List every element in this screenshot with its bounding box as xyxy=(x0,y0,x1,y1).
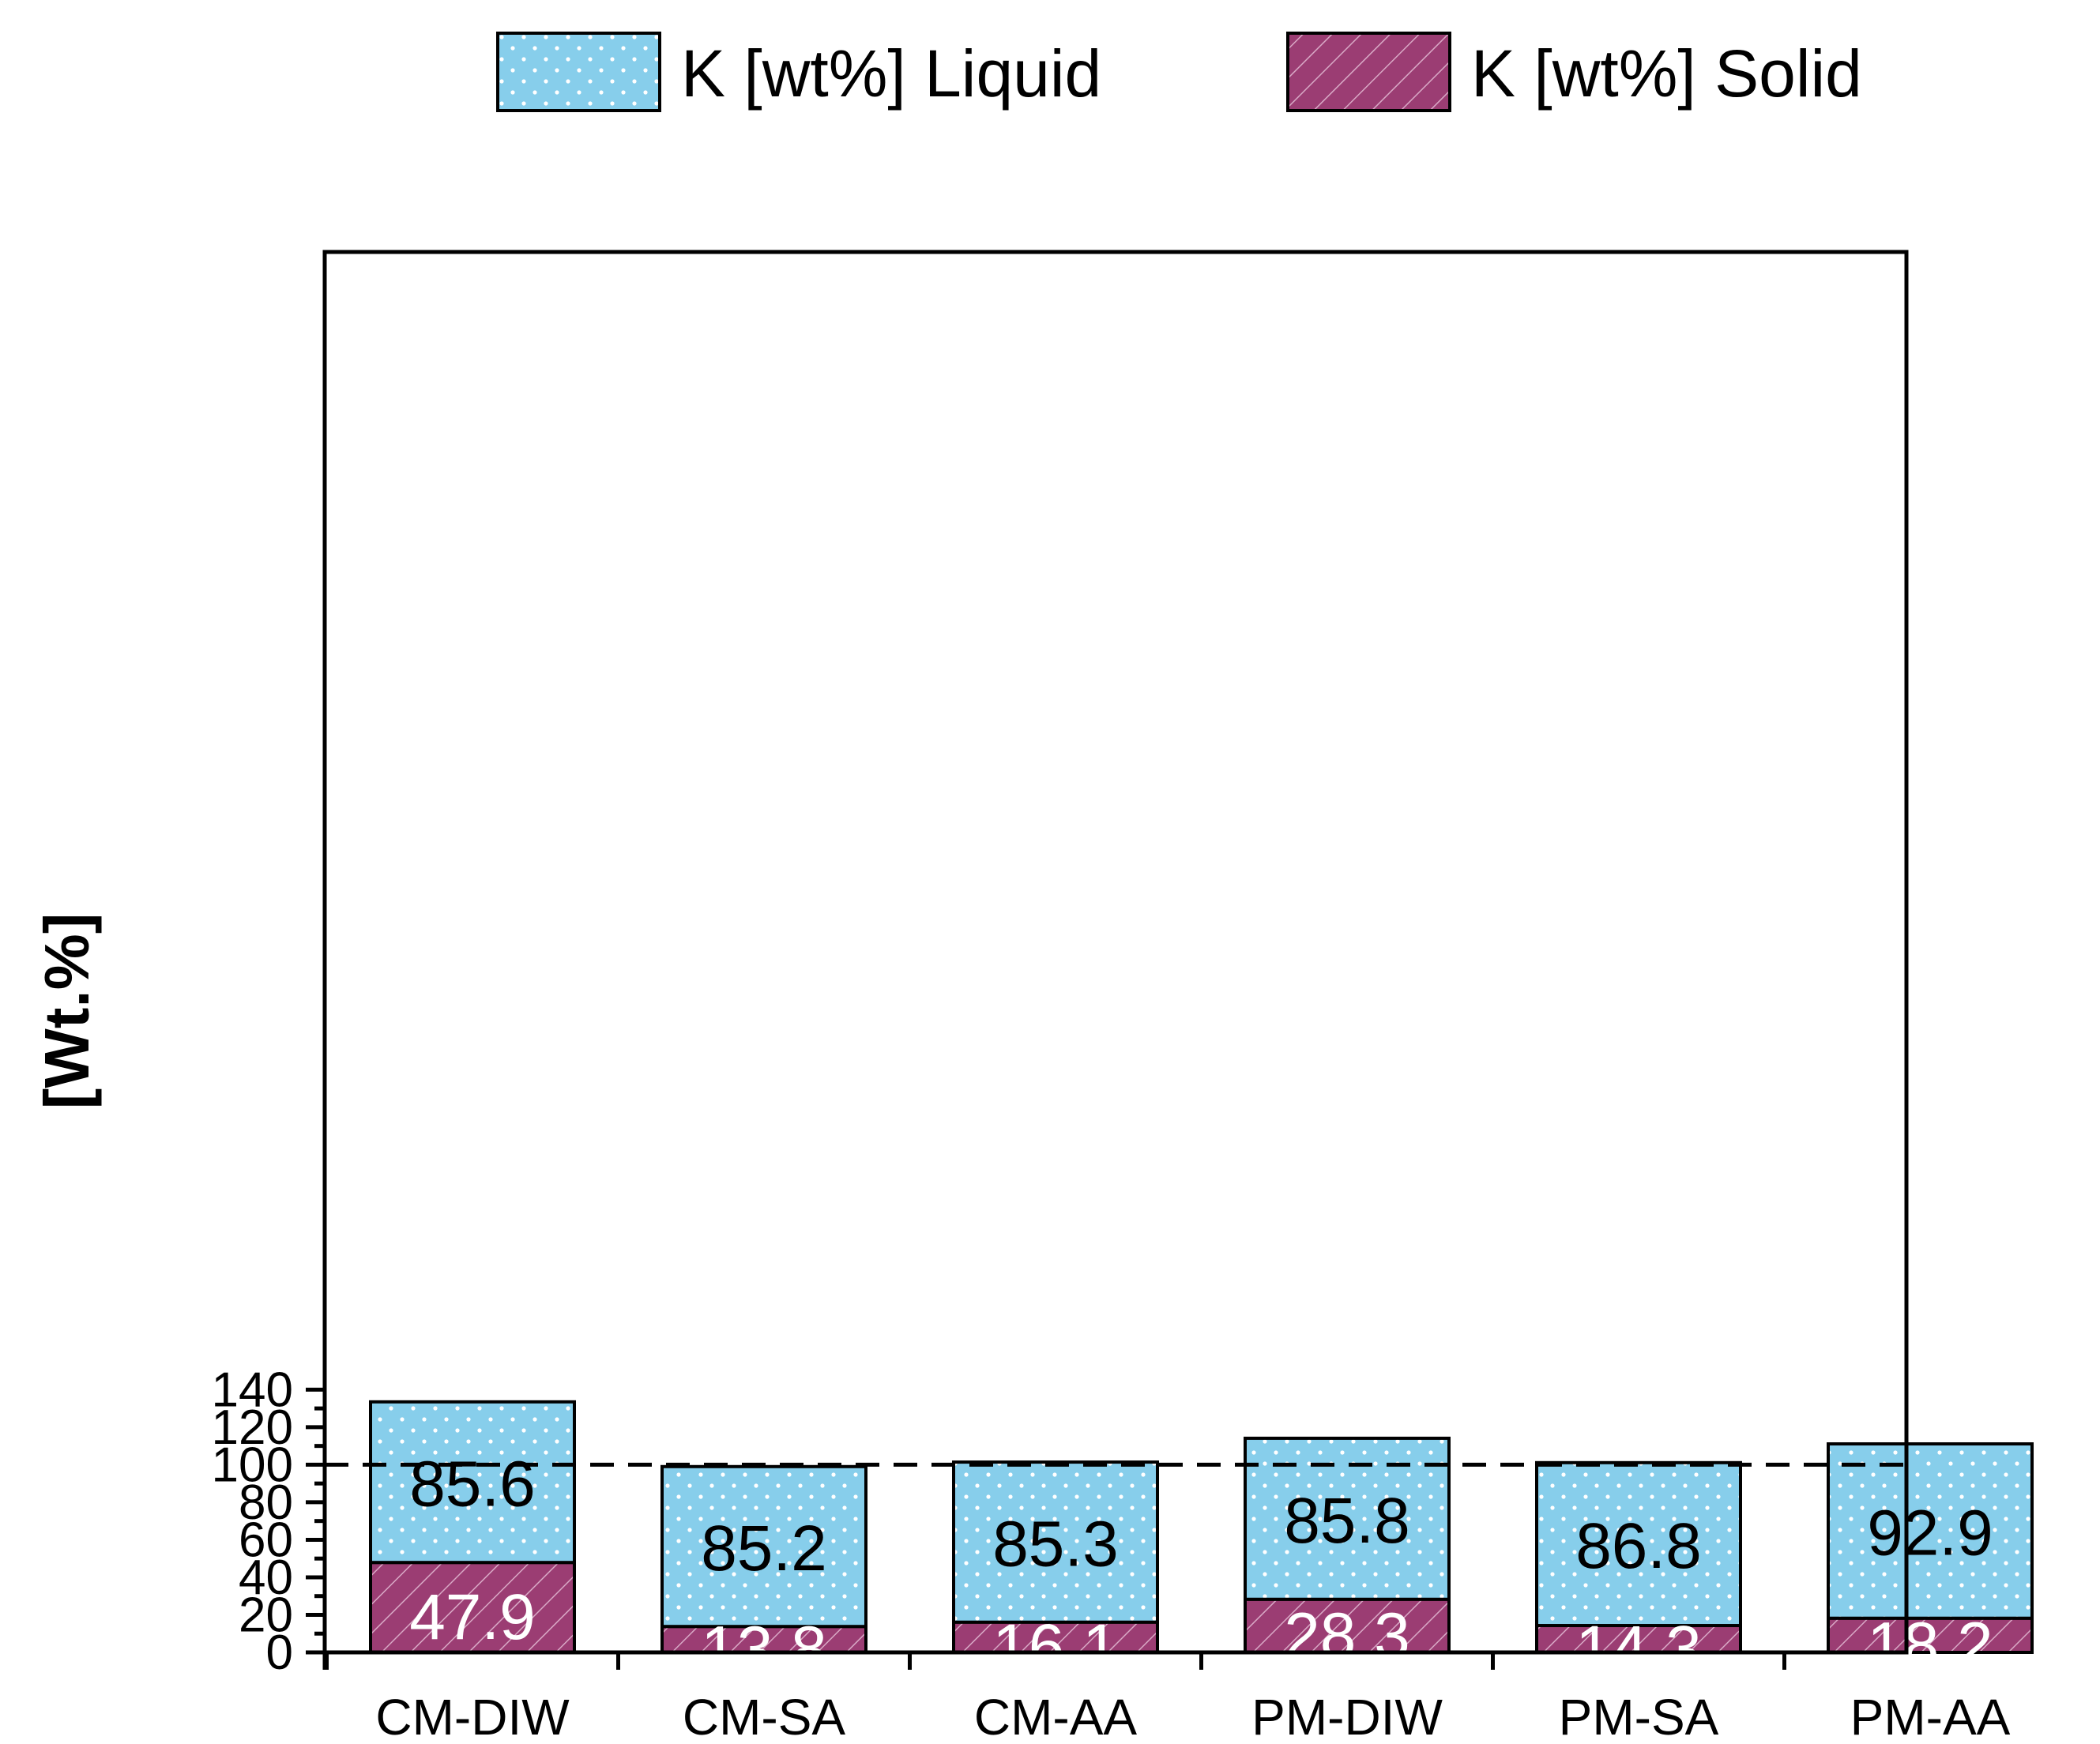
x-tick-label: PM-DIW xyxy=(1251,1689,1443,1744)
bars-group xyxy=(369,1400,2034,1655)
value-label-liquid: 85.6 xyxy=(409,1449,536,1520)
bar-solid-cm-diw xyxy=(369,1561,576,1655)
legend-swatch-solid xyxy=(1286,32,1451,112)
bar-liquid-cm-aa xyxy=(952,1460,1159,1624)
value-label-solid: 14.3 xyxy=(1575,1613,1702,1685)
y-tick-label: 60 xyxy=(239,1513,293,1567)
bar-liquid-cm-sa xyxy=(660,1464,867,1629)
value-label-liquid: 85.2 xyxy=(701,1513,827,1584)
x-tick-label: CM-AA xyxy=(974,1689,1138,1744)
y-tick-label: 120 xyxy=(212,1400,293,1455)
plot-frame xyxy=(322,250,1909,1655)
y-tick-label: 100 xyxy=(212,1438,293,1492)
value-label-liquid: 85.8 xyxy=(1284,1485,1410,1557)
value-label-solid: 18.2 xyxy=(1867,1609,1993,1681)
y-tick-label: 140 xyxy=(212,1362,293,1417)
bar-liquid-pm-sa xyxy=(1535,1460,1742,1628)
legend: K [wt%] Liquid K [wt%] Solid xyxy=(496,32,1862,112)
bar-solid-pm-aa xyxy=(1827,1616,2034,1654)
x-axis: CM-DIW CM-SA CM-AA PM-DIW PM-SA PM-AA xyxy=(322,1652,2011,1744)
legend-label-solid: K [wt%] Solid xyxy=(1471,36,1862,111)
y-tick-label: 0 xyxy=(266,1626,293,1680)
x-tick-label: PM-SA xyxy=(1559,1689,1719,1744)
x-tick-label: PM-AA xyxy=(1850,1689,2011,1744)
value-label-solid: 28.3 xyxy=(1284,1599,1410,1671)
y-tick-label: 80 xyxy=(239,1475,293,1530)
bar-liquid-pm-aa xyxy=(1827,1442,2034,1620)
y-tick-label: 20 xyxy=(239,1588,293,1642)
value-label-solid: 47.9 xyxy=(409,1581,536,1653)
y-tick-label: 40 xyxy=(239,1550,293,1605)
bar-liquid-cm-diw xyxy=(369,1400,576,1565)
value-labels-group: 47.9 85.6 13.8 85.2 16.1 85.3 28.3 85.8 14.3 86.8… xyxy=(409,1449,1993,1686)
x-tick-label: CM-SA xyxy=(683,1689,846,1744)
bar-solid-pm-diw xyxy=(1244,1597,1451,1655)
x-tick-label: CM-DIW xyxy=(375,1689,570,1744)
value-label-liquid: 85.3 xyxy=(992,1508,1119,1580)
legend-label-liquid: K [wt%] Liquid xyxy=(681,36,1101,111)
bar-solid-cm-sa xyxy=(660,1625,867,1654)
legend-swatch-liquid xyxy=(496,32,661,112)
y-axis-title: [Wt.%] xyxy=(32,913,102,1110)
value-label-liquid: 86.8 xyxy=(1575,1510,1702,1582)
value-label-solid: 16.1 xyxy=(992,1611,1119,1683)
value-label-liquid: 92.9 xyxy=(1867,1497,1993,1569)
value-label-solid: 13.8 xyxy=(701,1614,827,1686)
